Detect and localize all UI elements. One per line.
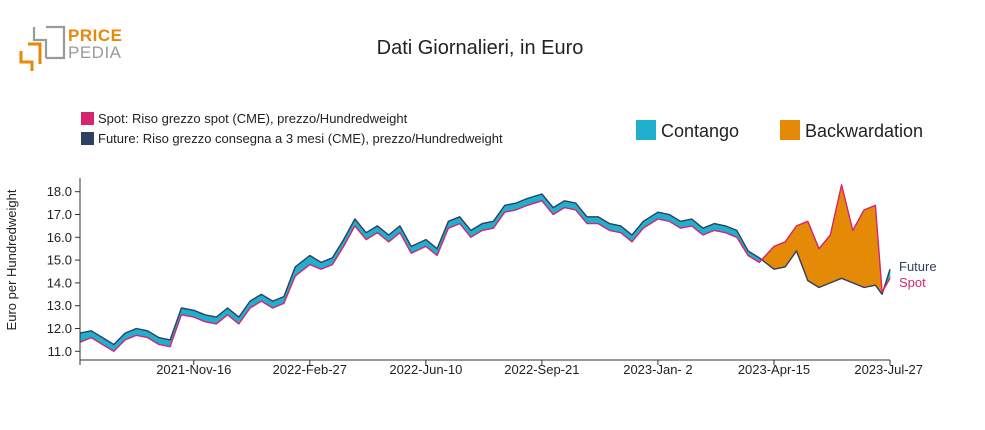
y-tick-label: 13.0: [47, 298, 72, 313]
legend-swatch-spot: [81, 112, 94, 125]
backwardation-area: [829, 184, 842, 284]
x-tick-label: 2023-Apr-15: [738, 362, 810, 377]
spot-series-line: [79, 184, 891, 352]
contango-area: [261, 293, 273, 309]
contango-area: [552, 200, 565, 216]
y-tick-label: 17.0: [47, 207, 72, 222]
y-tick-label: 12.0: [47, 321, 72, 336]
series-legend: Spot: Riso grezzo spot (CME), prezzo/Hun…: [81, 111, 503, 146]
contango-area: [102, 337, 115, 352]
y-tick-label: 16.0: [47, 230, 72, 245]
area-legend: Contango Backwardation: [636, 120, 923, 141]
y-axis-label: Euro per Hundredweight: [4, 189, 19, 330]
backwardation-area: [863, 204, 876, 288]
contango-area: [668, 213, 681, 229]
contango-area: [410, 239, 427, 254]
future-end-label: Future: [899, 259, 937, 274]
backwardation-area: [841, 184, 854, 284]
pricepedia-logo: PRICE PEDIA: [19, 25, 122, 71]
y-axis: 11.0 12.0 13.0 14.0 15.0 16.0 17.0 18.0: [47, 178, 81, 360]
legend-swatch-contango: [636, 120, 656, 140]
contango-area: [147, 330, 160, 346]
contango-area: [91, 330, 103, 346]
future-series-line: [79, 193, 891, 346]
x-axis: 2021-Nov-16 2022-Feb-27 2022-Jun-10 2022-Se…: [79, 359, 923, 377]
backwardation-area: [784, 224, 797, 268]
y-tick-label: 15.0: [47, 253, 72, 268]
y-tick-label: 11.0: [48, 344, 72, 359]
contango-area: [249, 293, 262, 309]
legend-label-backwardation: Backwardation: [805, 121, 923, 141]
contango-area: [365, 225, 378, 241]
legend-label-future: Future: Riso grezzo consegna a 3 mesi (C…: [98, 131, 503, 146]
plot-area: [79, 184, 891, 353]
backwardation-area: [807, 221, 820, 289]
spot-end-label: Spot: [899, 275, 926, 290]
x-tick-label: 2021-Nov-16: [156, 362, 231, 377]
legend-label-contango: Contango: [661, 121, 739, 141]
legend-label-spot: Spot: Riso grezzo spot (CME), prezzo/Hun…: [98, 111, 408, 126]
legend-swatch-future: [81, 132, 94, 145]
logo-text-pedia: PEDIA: [68, 43, 122, 62]
y-tick-label: 18.0: [47, 184, 72, 199]
logo-text-price: PRICE: [68, 26, 122, 45]
legend-swatch-backwardation: [780, 120, 800, 140]
logo-mark-icon: [19, 25, 66, 71]
contango-area: [597, 216, 610, 231]
x-tick-label: 2022-Jun-10: [389, 362, 462, 377]
y-tick-label: 14.0: [47, 275, 72, 290]
contango-area: [586, 216, 599, 224]
chart-title: Dati Giornalieri, in Euro: [377, 37, 584, 59]
backwardation-area: [796, 220, 809, 281]
x-tick-label: 2023-Jan- 2: [623, 362, 692, 377]
contango-area: [470, 223, 483, 238]
x-tick-label: 2023-Jul-27: [854, 362, 923, 377]
x-tick-label: 2022-Feb-27: [273, 362, 347, 377]
x-tick-label: 2022-Sep-21: [504, 362, 579, 377]
